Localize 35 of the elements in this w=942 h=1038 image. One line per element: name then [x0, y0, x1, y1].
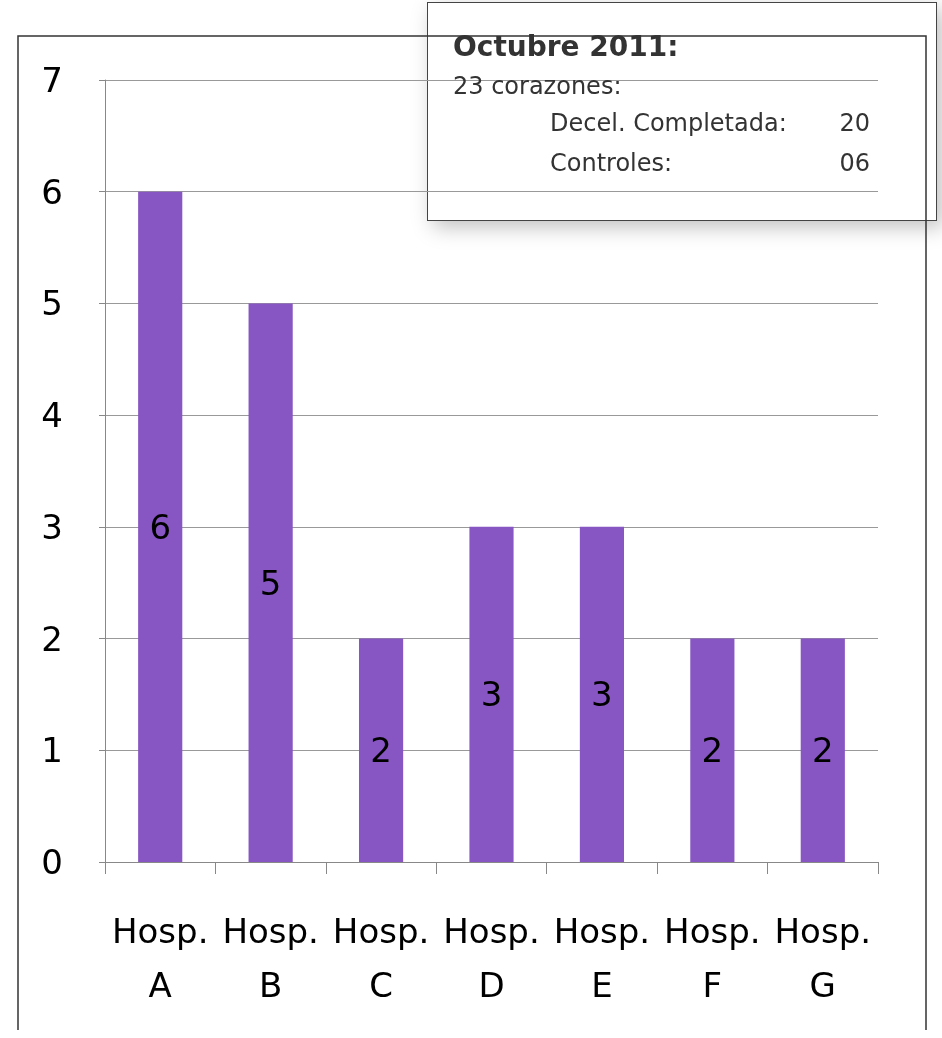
- x-tick-label: Hosp. A: [111, 911, 209, 1005]
- data-label: 2: [370, 730, 392, 771]
- bar: [690, 638, 735, 862]
- x-tick-label: Hosp. C: [332, 911, 430, 1005]
- y-tick-label: 4: [41, 395, 63, 436]
- bar: [138, 191, 183, 862]
- data-label: 5: [259, 562, 282, 603]
- data-label: 2: [701, 730, 724, 771]
- y-tick-label: 2: [41, 618, 63, 659]
- bar: [800, 638, 845, 862]
- x-tick-label: Hosp. G: [774, 911, 872, 1005]
- annotation: Controles:: [550, 149, 673, 177]
- annotation: 23 corazones:: [453, 72, 622, 100]
- bar: [358, 638, 404, 862]
- data-label: 3: [480, 674, 503, 715]
- y-tick-label: 5: [41, 283, 63, 324]
- bar: [469, 526, 514, 862]
- data-label: 2: [811, 730, 834, 771]
- y-tick-label: 0: [41, 842, 63, 882]
- x-tick-label: Hosp. D: [443, 911, 540, 1005]
- x-tick-label: Hosp. E: [553, 911, 651, 1005]
- annotation: Decel. Completada:: [550, 109, 787, 137]
- bar: [579, 526, 625, 862]
- x-tick-label: Hosp. B: [222, 911, 319, 1005]
- annotation: 20: [839, 109, 870, 137]
- y-tick-label: 3: [41, 506, 63, 547]
- y-tick-label: 7: [41, 60, 63, 100]
- data-label: 6: [149, 506, 172, 547]
- y-tick-label: 6: [41, 171, 63, 212]
- data-label: 3: [591, 674, 613, 715]
- x-tick-label: Hosp. F: [664, 911, 761, 1005]
- y-tick-label: 1: [41, 730, 63, 771]
- chart-title: Octubre 2011:: [453, 29, 679, 63]
- bar: [248, 303, 293, 862]
- annotation: 06: [839, 149, 870, 177]
